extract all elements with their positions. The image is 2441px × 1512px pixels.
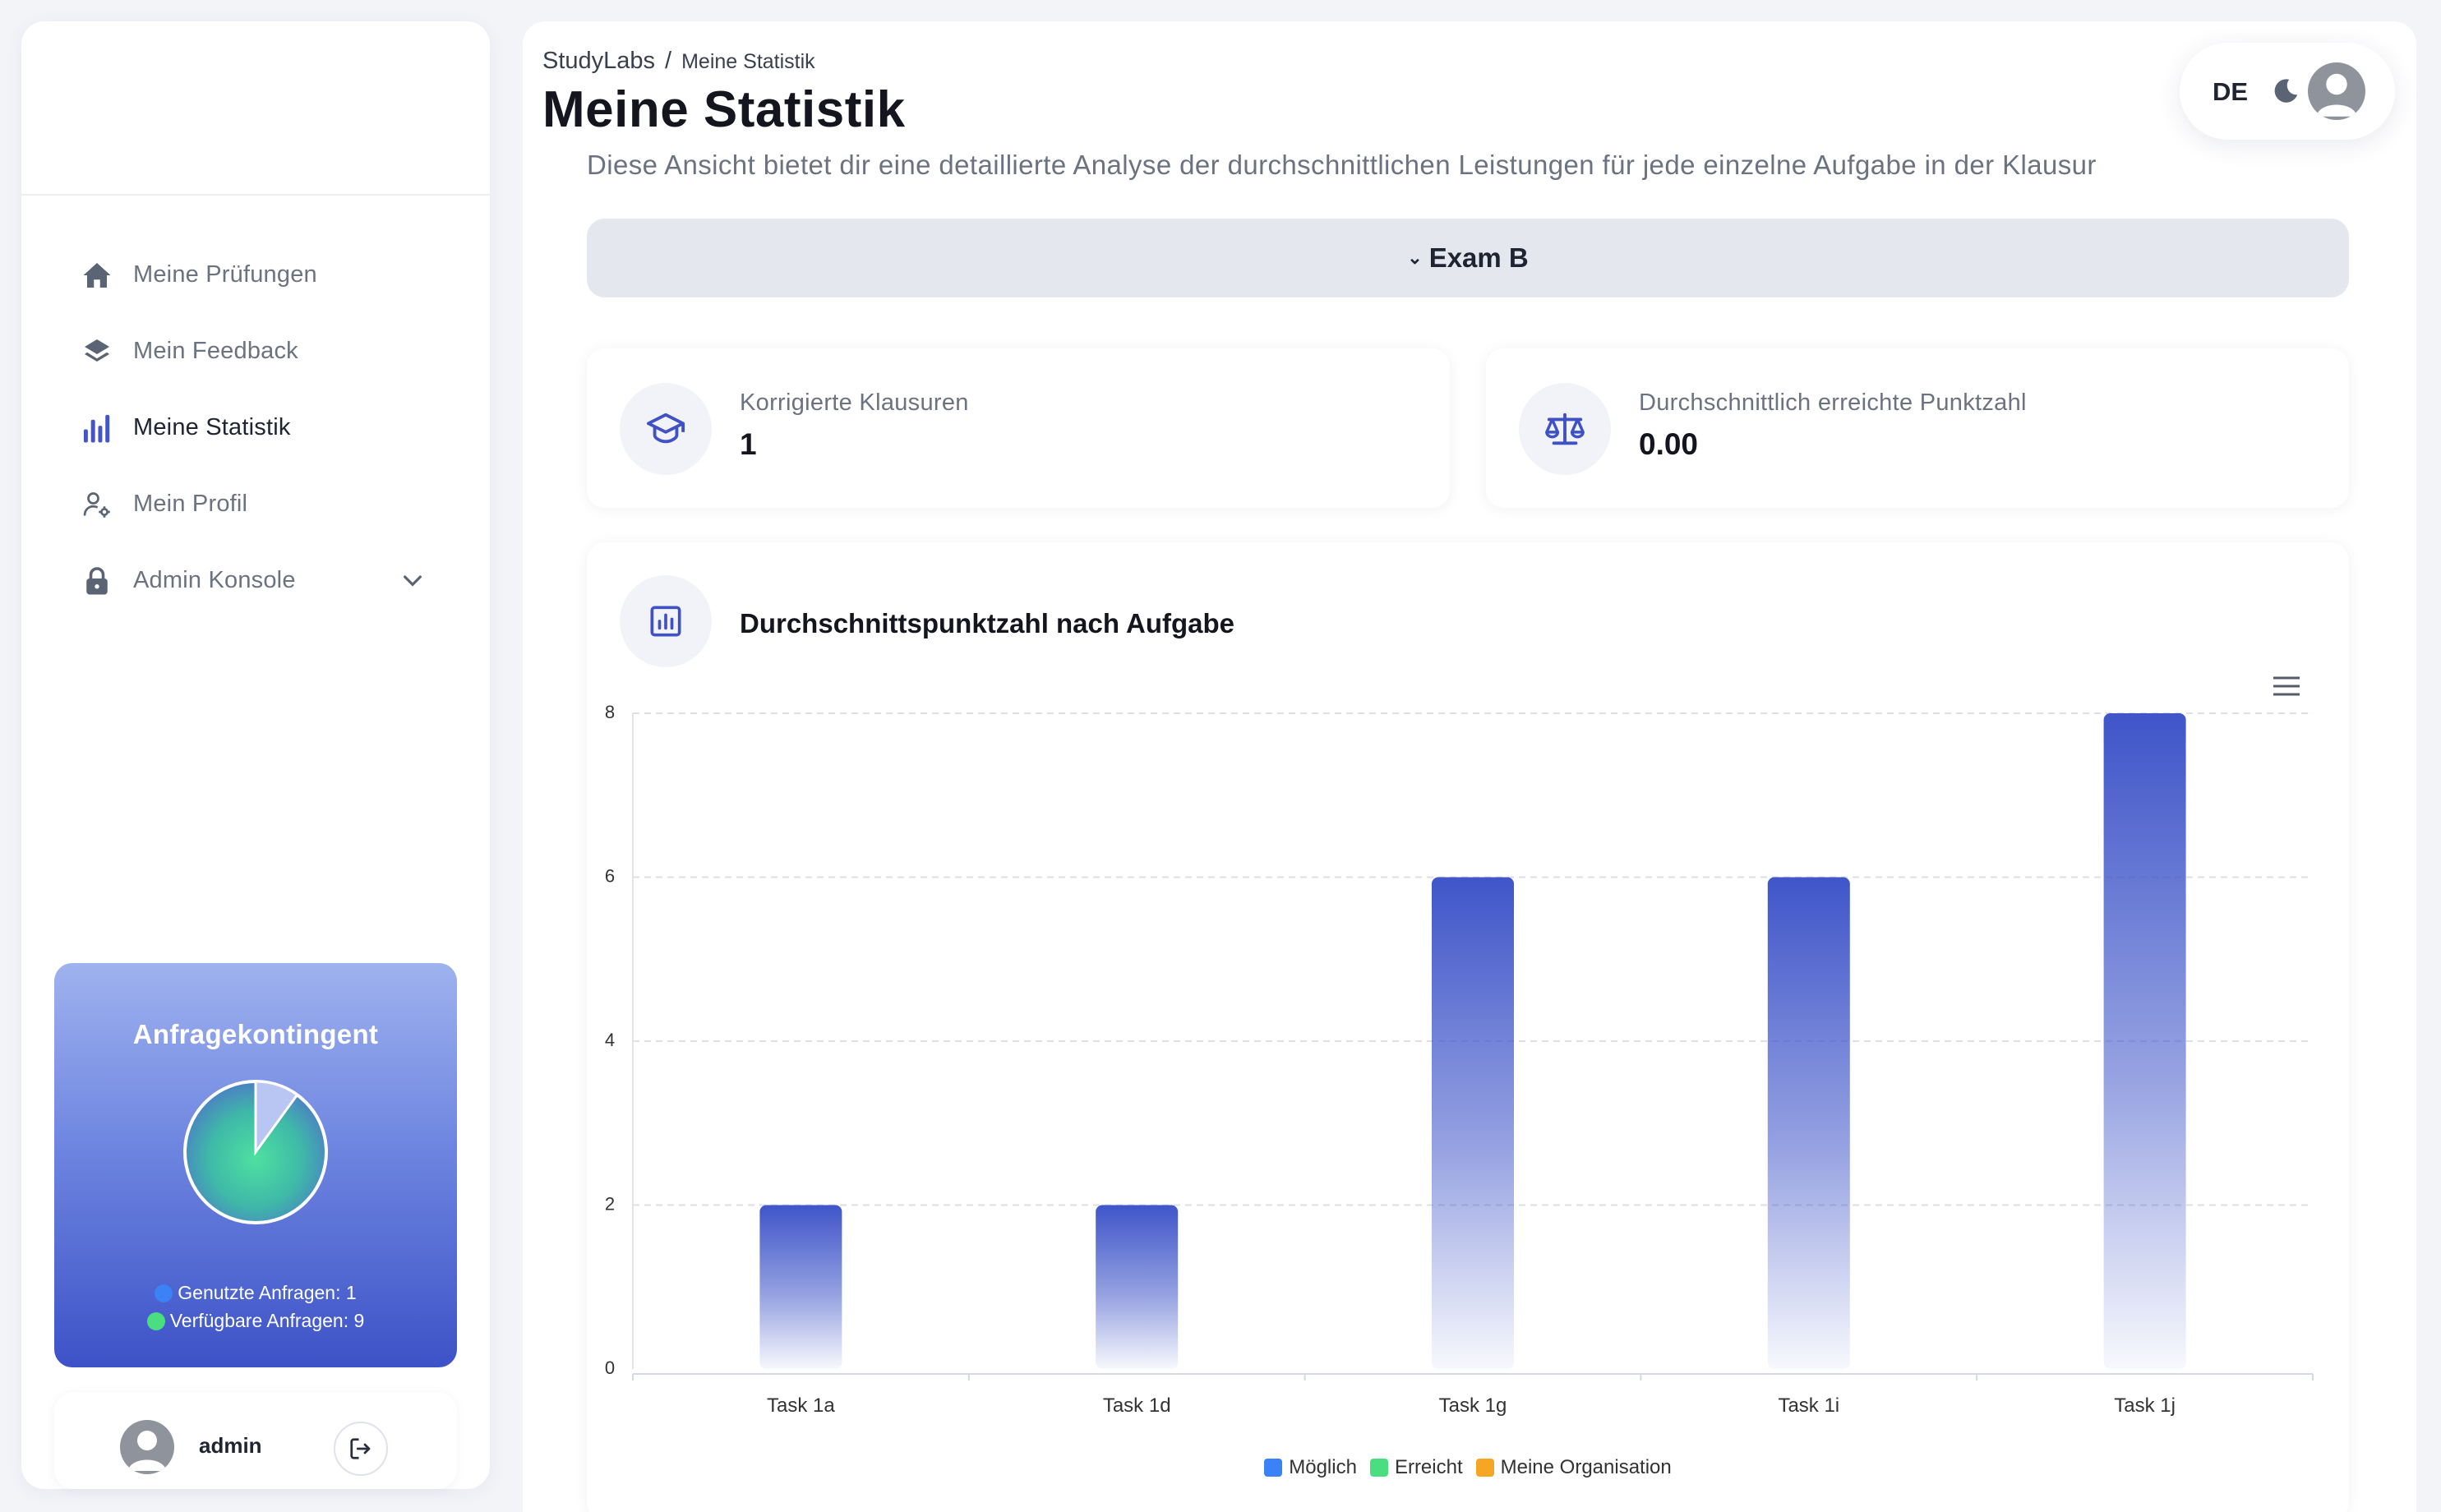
- logout-button[interactable]: [334, 1422, 388, 1476]
- chart-bar: [1767, 877, 1850, 1369]
- x-tick-label: Task 1a: [767, 1394, 835, 1417]
- x-tick-label: Task 1d: [1103, 1394, 1171, 1417]
- stat-label: Durchschnittlich erreichte Punktzahl: [1639, 390, 2027, 416]
- breadcrumb-current: Meine Statistik: [681, 50, 815, 73]
- sidebar-item-meine-pruefungen[interactable]: Meine Prüfungen: [21, 237, 490, 313]
- sidebar-item-label: Meine Prüfungen: [133, 261, 317, 288]
- graduation-cap-icon: [620, 383, 712, 475]
- sidebar-item-mein-profil[interactable]: Mein Profil: [21, 466, 490, 542]
- sidebar-item-admin-konsole[interactable]: Admin Konsole: [21, 542, 490, 619]
- legend-item-erreicht[interactable]: Erreicht: [1369, 1456, 1463, 1479]
- logout-icon: [350, 1438, 371, 1459]
- quota-legend-used: Genutzte Anfragen: 1: [54, 1279, 457, 1307]
- sidebar-item-meine-statistik[interactable]: Meine Statistik: [21, 390, 490, 466]
- chart-bar: [2103, 713, 2186, 1369]
- top-bar: DE: [2180, 43, 2395, 140]
- stat-label: Korrigierte Klausuren: [740, 390, 969, 416]
- chart-bar: [1096, 1205, 1179, 1369]
- bar-chart-square-icon: [620, 575, 712, 667]
- avatar[interactable]: [2308, 62, 2365, 120]
- hamburger-menu-icon[interactable]: [2272, 674, 2301, 698]
- x-tick-label: Task 1g: [1439, 1394, 1507, 1417]
- language-switch[interactable]: DE: [2213, 77, 2249, 106]
- quota-legend: Genutzte Anfragen: 1 Verfügbare Anfragen…: [54, 1279, 457, 1335]
- y-tick-label: 4: [605, 1030, 615, 1050]
- page-title: Meine Statistik: [542, 81, 906, 138]
- bar-chart-icon: [81, 412, 113, 445]
- legend-label: Erreicht: [1394, 1456, 1463, 1478]
- moon-icon[interactable]: [2272, 77, 2300, 105]
- quota-title: Anfragekontingent: [132, 1019, 379, 1049]
- legend-dot-icon: [146, 1312, 165, 1330]
- sidebar-item-label: Mein Profil: [133, 491, 248, 517]
- chart-bar: [1432, 877, 1514, 1369]
- legend-swatch: [1369, 1459, 1388, 1477]
- sidebar-item-label: Admin Konsole: [133, 567, 296, 593]
- sidebar-logo-area: [21, 21, 490, 196]
- sidebar-item-label: Meine Statistik: [133, 414, 291, 440]
- chart-legend: Möglich Erreicht Meine Organisation: [587, 1456, 2349, 1479]
- legend-label: Meine Organisation: [1500, 1456, 1672, 1478]
- stat-value: 1: [740, 427, 757, 461]
- breadcrumb-separator: /: [665, 48, 672, 74]
- sidebar-item-label: Mein Feedback: [133, 338, 298, 364]
- scale-icon: [1519, 383, 1611, 475]
- home-icon: [81, 259, 113, 292]
- sidebar-nav: Meine Prüfungen Mein Feedback Meine Stat…: [21, 237, 490, 619]
- breadcrumb-root[interactable]: StudyLabs: [542, 48, 656, 74]
- chart-title: Durchschnittspunktzahl nach Aufgabe: [740, 608, 1234, 638]
- x-tick-label: Task 1j: [2114, 1394, 2176, 1417]
- user-settings-icon: [81, 488, 113, 521]
- breadcrumb: StudyLabs / Meine Statistik: [542, 48, 815, 75]
- x-tick-label: Task 1i: [1778, 1394, 1839, 1417]
- stat-card-durchschnitt-punktzahl: Durchschnittlich erreichte Punktzahl 0.0…: [1486, 348, 2349, 508]
- y-tick-label: 0: [605, 1358, 615, 1378]
- legend-swatch: [1264, 1459, 1283, 1477]
- sidebar-item-mein-feedback[interactable]: Mein Feedback: [21, 313, 490, 390]
- quota-slice-used: [254, 1080, 299, 1156]
- user-box: admin: [54, 1392, 457, 1489]
- sidebar: Meine Prüfungen Mein Feedback Meine Stat…: [21, 21, 490, 1489]
- user-avatar-icon: [2316, 73, 2357, 117]
- legend-item-meine-organisation[interactable]: Meine Organisation: [1475, 1456, 1672, 1479]
- stat-card-korrigierte-klausuren: Korrigierte Klausuren 1: [587, 348, 1450, 508]
- chart-bar: [759, 1205, 842, 1369]
- exam-select[interactable]: ⌄ Exam B: [587, 219, 2349, 297]
- legend-swatch: [1475, 1459, 1494, 1477]
- y-tick-label: 6: [605, 866, 615, 887]
- legend-dot-icon: [155, 1284, 173, 1302]
- quota-card: Anfragekontingent Genutzte Anfragen: 1 V…: [54, 963, 457, 1367]
- avatar[interactable]: [120, 1420, 174, 1474]
- lock-icon: [81, 565, 113, 597]
- stat-value: 0.00: [1639, 427, 1699, 461]
- legend-item-moeglich[interactable]: Möglich: [1264, 1456, 1357, 1479]
- layers-icon: [81, 335, 113, 368]
- quota-pie-chart: [183, 1080, 328, 1224]
- legend-label: Möglich: [1289, 1456, 1357, 1478]
- quota-used-label: Genutzte Anfragen: 1: [178, 1282, 357, 1303]
- exam-select-value: Exam B: [1428, 242, 1529, 273]
- quota-available-label: Verfügbare Anfragen: 9: [169, 1310, 365, 1331]
- main-content: StudyLabs / Meine Statistik Meine Statisti…: [523, 21, 2416, 1512]
- user-avatar-icon: [128, 1431, 166, 1471]
- chevron-down-icon: ⌄: [1407, 247, 1423, 268]
- user-name: admin: [199, 1433, 262, 1458]
- quota-legend-available: Verfügbare Anfragen: 9: [54, 1307, 457, 1335]
- y-tick-label: 8: [605, 702, 615, 722]
- bar-chart: 0 2 4 6 8 Task 1a Task 1d Task 1g Task 1i Task 1j: [605, 702, 2314, 1417]
- page-description: Diese Ansicht bietet dir eine detaillier…: [587, 150, 2097, 180]
- chart-card: Durchschnittspunktzahl nach Aufgabe 0 2 4 6…: [587, 542, 2349, 1512]
- y-tick-label: 2: [605, 1194, 615, 1215]
- chevron-down-icon[interactable]: [399, 567, 426, 593]
